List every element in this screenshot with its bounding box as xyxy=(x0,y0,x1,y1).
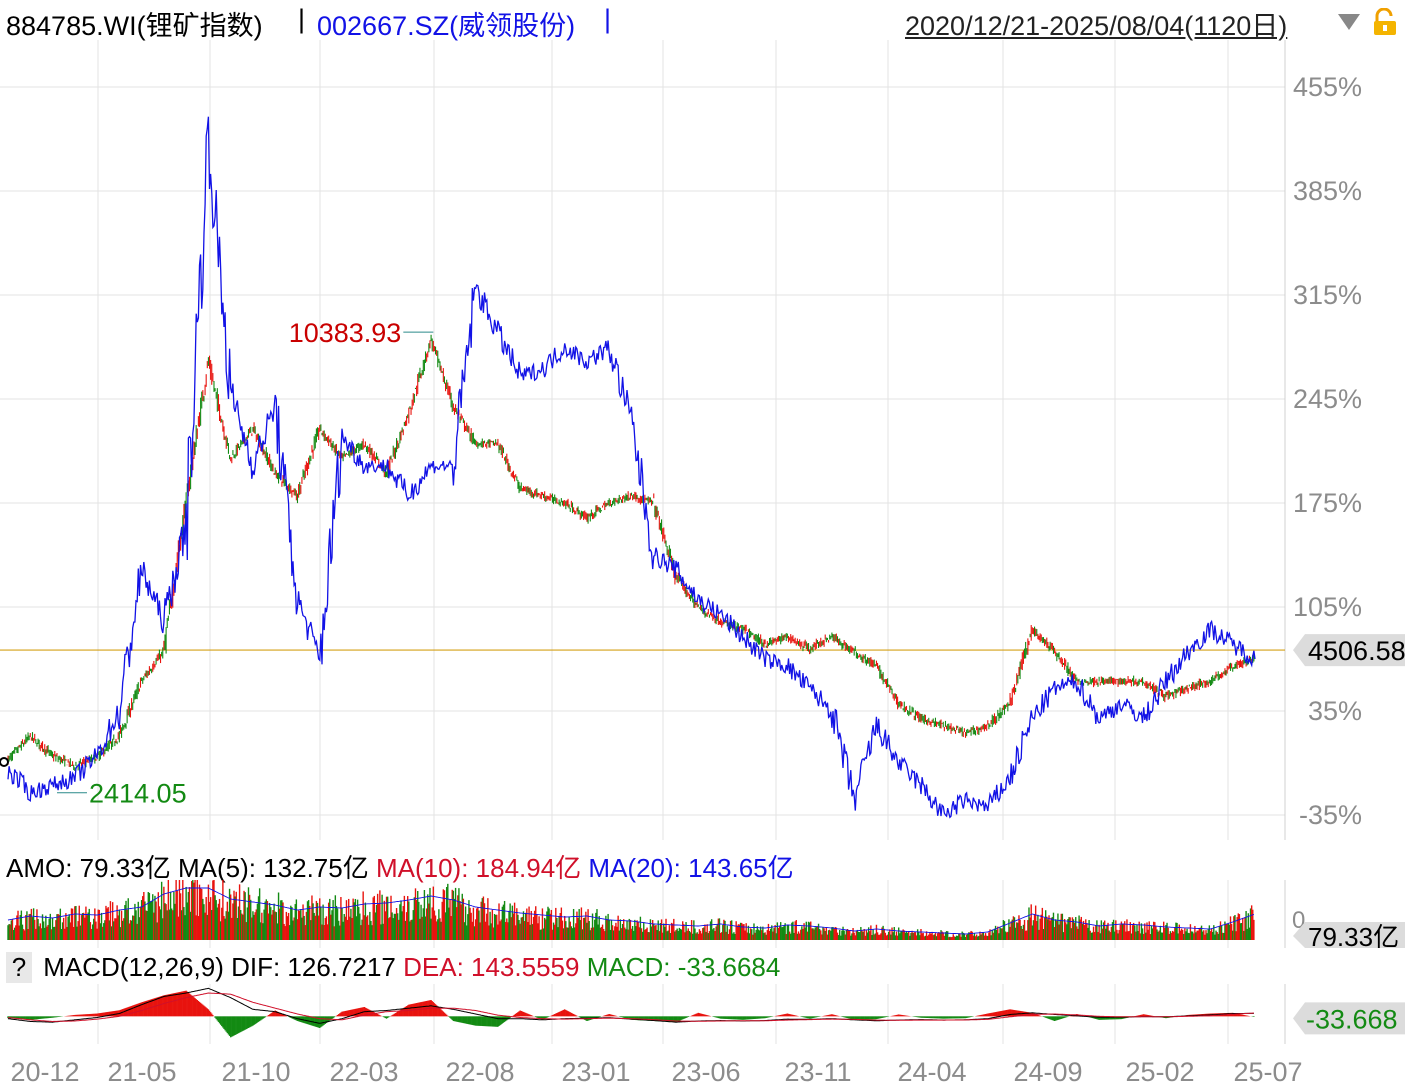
y-tick-label: 35% xyxy=(1308,696,1362,726)
x-tick-label: 22-08 xyxy=(445,1057,514,1087)
amo-legend-amo: AMO: 79.33亿 xyxy=(6,853,171,883)
macd-dea-line xyxy=(7,992,1254,1023)
amo-legend-ma20: MA(20): 143.65亿 xyxy=(588,853,794,883)
last-price-tag xyxy=(1293,634,1405,667)
macd-chart[interactable]: -33.668 20-12 21-05 21-10 22-03 22-08 23-01 23-… xyxy=(0,984,1405,1089)
x-tick-label: 21-10 xyxy=(221,1057,290,1087)
index-title[interactable]: 884785.WI(锂矿指数) xyxy=(6,11,263,41)
macd-legend: ? MACD(12,26,9) DIF: 126.7217 DEA: 143.5… xyxy=(6,952,780,983)
amo-legend-ma5: MA(5): 132.75亿 xyxy=(177,853,369,883)
y-tick-label: 385% xyxy=(1293,176,1362,206)
dropdown-triangle-icon[interactable] xyxy=(1336,12,1362,32)
x-tick-label: 25-02 xyxy=(1125,1057,1194,1087)
y-tick-label: 105% xyxy=(1293,592,1362,622)
date-range[interactable]: 2020/12/21-2025/08/04(1120日) xyxy=(905,11,1288,41)
x-tick-label: 23-11 xyxy=(784,1057,851,1087)
x-tick-label: 20-12 xyxy=(10,1057,79,1087)
macd-legend-params: MACD(12,26,9) xyxy=(43,952,224,982)
x-tick-label: 24-09 xyxy=(1013,1057,1082,1087)
macd-legend-macd: MACD: -33.6684 xyxy=(586,952,781,982)
y-tick-label: 455% xyxy=(1293,72,1362,102)
amo-chart[interactable]: 079.33亿 xyxy=(0,880,1405,948)
amo-legend: AMO: 79.33亿 MA(5): 132.75亿 MA(10): 184.9… xyxy=(6,848,794,885)
macd-legend-dif: DIF: 126.7217 xyxy=(231,952,396,982)
title-separator-2: | xyxy=(604,4,612,34)
amo-last-label: 79.33亿 xyxy=(1308,922,1399,948)
price-chart[interactable]: 455% 385% 315% 245% 175% 105% 35% -35% 4506.58 24… xyxy=(0,40,1405,840)
macd-legend-dea: DEA: 143.5559 xyxy=(403,952,580,982)
amo-last-tag xyxy=(1293,922,1405,948)
stock-title[interactable]: 002667.SZ(威领股份) xyxy=(317,11,576,41)
amo-ma-line xyxy=(7,887,1255,935)
y-tick-label: 315% xyxy=(1293,280,1362,310)
crosshair-icon xyxy=(0,757,9,767)
macd-bars xyxy=(7,990,1255,1038)
last-price-label: 4506.58 xyxy=(1308,636,1405,666)
y-tick-label: 175% xyxy=(1293,488,1362,518)
x-tick-label: 23-01 xyxy=(561,1057,630,1087)
help-button[interactable]: ? xyxy=(6,952,32,983)
x-tick-label: 25-07 xyxy=(1233,1057,1302,1087)
x-tick-label: 22-03 xyxy=(329,1057,398,1087)
high-value-label: 10383.93 xyxy=(289,318,402,348)
low-value-label: 2414.05 xyxy=(89,779,187,809)
title-separator: | xyxy=(298,4,306,34)
macd-last-label: -33.668 xyxy=(1306,1004,1398,1034)
amo-legend-ma10: MA(10): 184.94亿 xyxy=(375,853,582,883)
x-tick-label: 21-05 xyxy=(107,1057,176,1087)
stock-line xyxy=(7,116,1256,819)
y-tick-label: -35% xyxy=(1299,800,1362,830)
y-tick-label: 245% xyxy=(1293,384,1362,414)
macd-last-tag xyxy=(1293,1002,1405,1035)
x-tick-label: 23-06 xyxy=(671,1057,740,1087)
lock-icon[interactable] xyxy=(1372,8,1398,36)
x-tick-label: 24-04 xyxy=(897,1057,966,1087)
amo-bars xyxy=(7,880,1255,940)
